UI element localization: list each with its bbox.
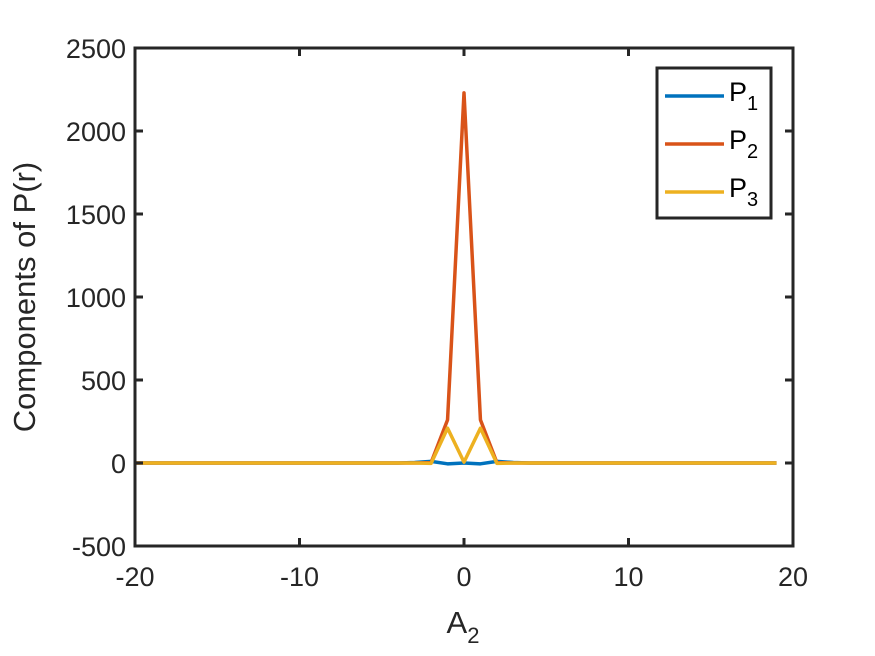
x-tick-label: -20 [115,562,154,592]
y-axis-label: Components of P(r) [7,162,42,433]
y-tick-label: -500 [72,532,126,562]
legend-label-base: P [729,173,747,203]
y-tick-label: 2500 [66,34,126,64]
legend-label-subscript: 2 [747,141,758,163]
legend-label-P1: P1 [729,77,758,115]
tick-labels-layer: -20 -10 0 10 20 -500 0 500 1000 1500 2000 2500 [66,34,808,592]
legend-label-P3: P3 [729,173,758,211]
legend-label-P2: P2 [729,125,758,163]
x-tick-label: 10 [613,562,643,592]
x-axis-label: A2 [447,605,480,648]
y-tick-label: 500 [81,366,126,396]
x-tick-label: 20 [778,562,808,592]
legend-label-base: P [729,77,747,107]
y-tick-label: 1500 [66,200,126,230]
y-tick-label: 2000 [66,117,126,147]
x-axis-label-base: A [447,605,468,640]
legend-label-base: P [729,125,747,155]
plot-frame [133,46,795,548]
series-line-P3 [135,426,777,466]
y-tick-label: 0 [111,449,126,479]
legend-label-subscript: 1 [747,93,758,115]
series-layer [135,91,777,466]
y-tick-label: 1000 [66,283,126,313]
x-axis-label-subscript: 2 [467,623,479,648]
x-tick-label: -10 [280,562,319,592]
legend-label-subscript: 3 [747,189,758,211]
x-tick-label: 0 [456,562,471,592]
